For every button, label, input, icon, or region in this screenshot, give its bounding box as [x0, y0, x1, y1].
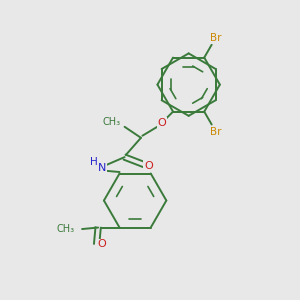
Text: Br: Br	[210, 33, 221, 43]
Text: O: O	[144, 161, 153, 171]
Text: O: O	[158, 118, 166, 128]
Text: H: H	[90, 157, 98, 167]
Text: CH₃: CH₃	[103, 117, 121, 127]
Text: Br: Br	[210, 127, 222, 137]
Text: CH₃: CH₃	[56, 224, 74, 234]
Text: O: O	[98, 239, 106, 250]
Text: N: N	[98, 163, 106, 172]
